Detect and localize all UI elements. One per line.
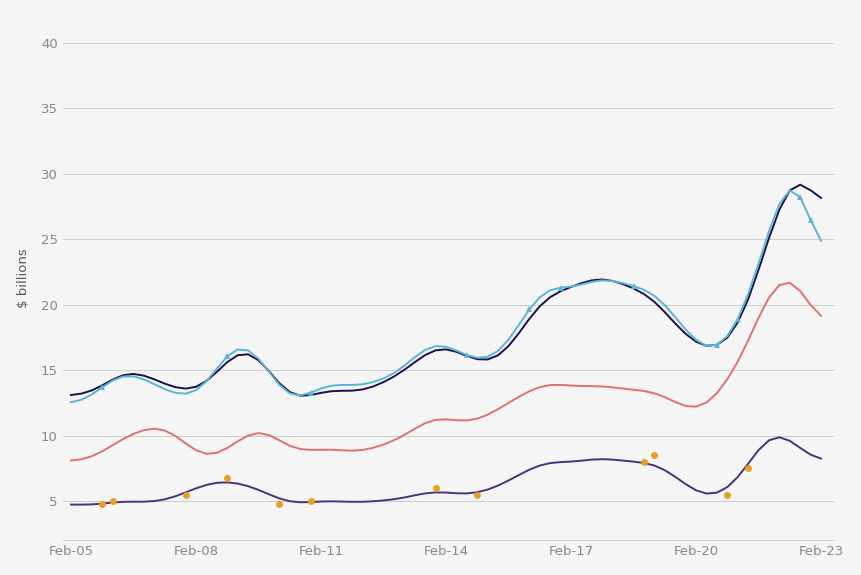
Y-axis label: $ billions: $ billions — [16, 249, 29, 308]
